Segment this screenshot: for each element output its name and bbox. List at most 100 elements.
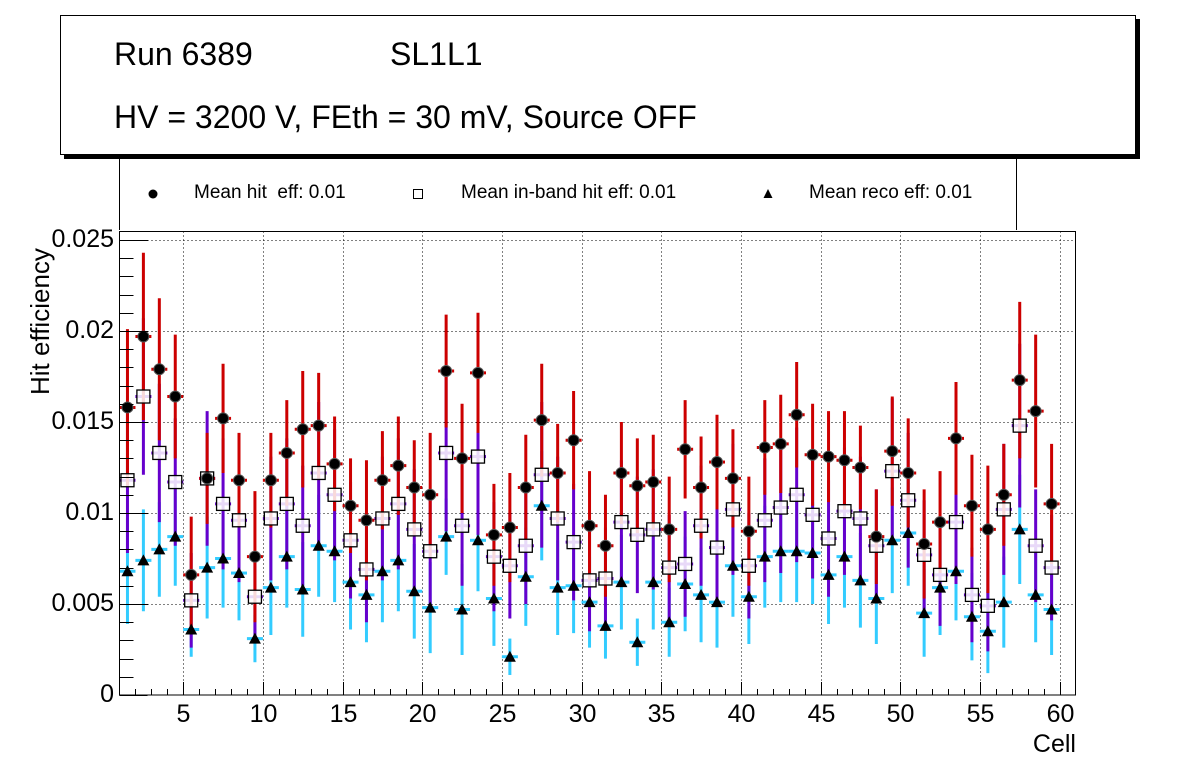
axis-ticks — [119, 240, 1061, 696]
inband-eff-point — [980, 598, 996, 613]
hit-eff-point — [551, 466, 564, 479]
hit-eff-point — [344, 499, 357, 512]
inband-eff-point — [598, 571, 613, 586]
inband-eff-point — [646, 522, 661, 537]
reco-eff-point — [950, 565, 962, 577]
inband-eff-point — [757, 513, 772, 528]
x-tick-label: 55 — [966, 700, 995, 728]
reco-eff-point — [726, 559, 739, 571]
reco-eff-point — [806, 547, 819, 559]
hit-eff-point — [567, 434, 580, 447]
legend-entry-reco-eff: Mean reco eff: 0.01 — [809, 182, 973, 203]
y-tick-label: 0.02 — [65, 315, 114, 344]
inband-eff-point — [375, 511, 390, 526]
reco-eff-point — [185, 623, 198, 635]
inband-eff-point — [1028, 538, 1043, 553]
hit-eff-point — [711, 456, 723, 469]
run-label: Run 6389 — [114, 36, 253, 72]
reco-eff-point — [934, 581, 947, 593]
reco-eff-point — [137, 554, 150, 566]
hit-eff-point — [950, 432, 962, 445]
reco-eff-point — [551, 581, 564, 593]
legend: Mean hit eff: 0.01 Mean in-band hit eff:… — [119, 150, 1017, 230]
y-tick-label: 0 — [100, 679, 114, 708]
reco-eff-point — [233, 567, 245, 579]
inband-eff-point — [518, 538, 533, 553]
hit-eff-point — [185, 568, 198, 581]
reco-eff-point — [153, 543, 166, 555]
reco-eff-point — [424, 601, 437, 613]
inband-eff-point — [566, 534, 581, 550]
reco-eff-point — [902, 527, 915, 539]
reco-eff-point — [503, 650, 516, 662]
x-tick-label: 5 — [176, 700, 191, 728]
inband-eff-point — [343, 533, 358, 548]
filled-triangle-icon — [763, 189, 773, 198]
reco-eff-point — [248, 632, 261, 644]
inband-eff-point — [996, 502, 1011, 517]
reco-eff-point — [1029, 588, 1042, 600]
hit-eff-point — [663, 523, 676, 536]
x-tick-label: 15 — [329, 700, 358, 728]
x-tick-label: 60 — [1046, 700, 1075, 728]
grid — [119, 231, 1076, 695]
reco-eff-point — [519, 570, 532, 582]
hit-eff-point — [487, 528, 500, 541]
x-tick-label: 10 — [249, 700, 278, 728]
x-tick-label: 45 — [807, 700, 836, 728]
hit-eff-point — [934, 516, 947, 529]
x-tick-label: 25 — [488, 700, 517, 728]
reco-eff-point — [456, 603, 469, 615]
reco-eff-point — [280, 550, 293, 562]
hit-eff-point — [280, 446, 293, 459]
reco-eff-point — [264, 581, 277, 593]
hit-eff-point — [758, 441, 771, 454]
reco-eff-point — [854, 574, 867, 586]
inband-eff-point — [168, 474, 183, 490]
inband-eff-point — [279, 496, 294, 512]
hit-eff-point — [854, 461, 867, 474]
inband-eff-point — [916, 547, 932, 563]
hit-eff-point — [233, 474, 245, 487]
inband-eff-point — [295, 518, 310, 533]
inband-eff-point — [215, 496, 231, 512]
hit-eff-point — [376, 474, 389, 487]
reco-eff-point — [201, 561, 214, 573]
hit-eff-point — [774, 437, 787, 450]
inband-eff-point — [725, 502, 741, 517]
x-tick-label: 35 — [647, 700, 676, 728]
y-tick-label: 0.025 — [51, 224, 114, 253]
reco-eff-point — [631, 636, 644, 648]
hit-eff-point — [918, 537, 931, 550]
x-tick-label: 40 — [727, 700, 756, 728]
hit-eff-point — [822, 450, 835, 463]
hit-eff-point — [902, 466, 915, 479]
hit-eff-point — [615, 466, 628, 479]
reco-eff-point — [886, 534, 899, 546]
hit-eff-point — [201, 472, 214, 485]
inband-eff-point — [311, 465, 326, 481]
inband-eff-point — [614, 514, 629, 530]
hit-eff-point — [424, 488, 437, 501]
hit-eff-point — [440, 365, 453, 378]
inband-eff-point — [693, 518, 709, 533]
title-box: Run 6389 SL1L1 HV = 3200 V, FEth = 30 mV… — [60, 15, 1136, 155]
hit-eff-point — [583, 519, 596, 532]
open-square-icon — [413, 189, 423, 199]
x-tick-label: 20 — [408, 700, 437, 728]
hit-eff-point — [631, 479, 644, 492]
legend-entry-inband-eff: Mean in-band hit eff: 0.01 — [461, 182, 677, 203]
reco-eff-point — [870, 592, 883, 604]
y-tick-label: 0.015 — [51, 406, 114, 435]
hit-eff-point — [679, 443, 692, 456]
reco-eff-point — [121, 565, 134, 577]
inband-eff-point — [964, 587, 980, 603]
hit-eff-point — [392, 459, 405, 472]
y-tick-label: 0.005 — [51, 588, 114, 617]
reco-eff-point — [583, 596, 596, 608]
inband-eff-point — [741, 558, 757, 573]
hit-eff-point — [806, 448, 819, 461]
reco-eff-point — [695, 588, 708, 600]
x-tick-label: 50 — [886, 700, 915, 728]
